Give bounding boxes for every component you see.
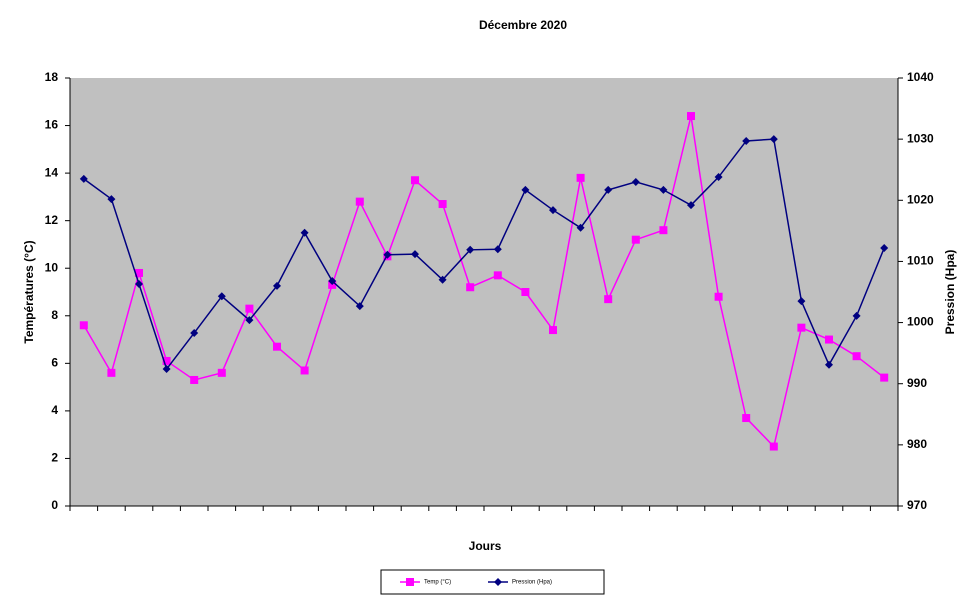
data-point [825, 360, 833, 369]
data-point [880, 243, 889, 252]
y2-tick-label: 990 [907, 376, 927, 390]
y-axis-label: Températures (°C) [22, 240, 36, 343]
data-point [162, 356, 171, 365]
legend-label: Temp (°C) [424, 580, 451, 586]
data-point [493, 245, 502, 254]
y-tick-label: 14 [45, 165, 59, 179]
y2-tick-label: 1000 [907, 315, 934, 329]
data-point [769, 442, 778, 451]
y-tick-label: 16 [45, 118, 59, 132]
data-point [411, 176, 419, 185]
y-tick-label: 10 [45, 260, 59, 274]
y-tick-label: 18 [45, 70, 59, 84]
data-point [217, 292, 226, 301]
data-point [604, 295, 613, 304]
y-tick-label: 8 [51, 308, 58, 322]
plot-area [70, 78, 898, 506]
data-point [79, 321, 88, 330]
data-point [245, 316, 254, 325]
data-point [217, 368, 226, 377]
y2-tick-label: 1030 [907, 131, 934, 145]
data-point [438, 275, 447, 284]
data-point [273, 342, 281, 351]
data-point [576, 173, 585, 182]
data-point [714, 173, 723, 182]
y2-tick-label: 980 [907, 437, 927, 451]
data-point [190, 328, 199, 337]
data-point [659, 185, 668, 194]
data-point [521, 185, 530, 194]
data-point [355, 302, 364, 311]
data-point [576, 223, 585, 232]
data-point [521, 288, 530, 296]
data-point [135, 280, 143, 289]
y2-tick-label: 1020 [907, 192, 934, 206]
data-point [438, 200, 447, 209]
data-point [852, 311, 861, 320]
data-point [466, 283, 475, 292]
data-point [79, 174, 88, 183]
data-point [549, 326, 557, 335]
y-tick-label: 12 [45, 213, 59, 227]
y-tick-label: 4 [51, 403, 58, 417]
data-point [273, 281, 281, 290]
data-point [797, 323, 806, 332]
data-point [300, 366, 309, 375]
series-line [83, 138, 885, 371]
data-point [852, 352, 861, 361]
data-point [355, 197, 364, 206]
legend-marker [494, 578, 502, 586]
data-point [880, 373, 889, 382]
y2-axis-label: Pression (Hpa) [943, 250, 957, 335]
y-tick-label: 6 [51, 356, 58, 370]
data-point [714, 292, 723, 301]
data-point [631, 177, 640, 186]
data-point [742, 136, 751, 145]
data-point [411, 250, 419, 259]
data-point [383, 250, 392, 259]
series-line [83, 115, 885, 449]
data-point [300, 228, 309, 237]
y-tick-label: 0 [51, 498, 58, 512]
data-point [631, 235, 640, 244]
data-point [328, 276, 337, 285]
data-point [466, 245, 475, 254]
data-point [190, 375, 199, 384]
y-tick-label: 2 [51, 451, 58, 465]
data-point [493, 271, 502, 280]
chart-title: Décembre 2020 [479, 18, 567, 32]
data-point [825, 335, 833, 344]
y2-tick-label: 970 [907, 498, 927, 512]
legend-label: Pression (Hpa) [512, 580, 552, 586]
data-point [604, 185, 613, 194]
y2-tick-label: 1040 [907, 70, 934, 84]
y2-tick-label: 1010 [907, 254, 934, 268]
data-point [687, 112, 695, 121]
data-point [769, 135, 778, 144]
data-point [742, 414, 751, 423]
data-point [659, 226, 668, 235]
data-point [107, 368, 116, 377]
data-point [245, 304, 254, 313]
legend-marker [406, 578, 414, 586]
data-point [162, 365, 171, 374]
data-point [107, 195, 116, 204]
data-point [797, 297, 806, 306]
data-point [135, 268, 143, 277]
data-point [687, 201, 695, 210]
x-axis-label: Jours [469, 539, 502, 553]
data-point [549, 206, 557, 215]
